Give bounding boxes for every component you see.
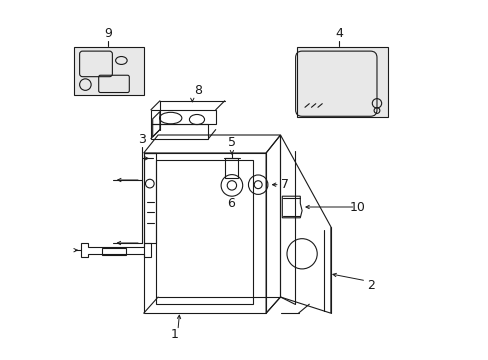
Bar xyxy=(102,248,125,255)
Text: 6: 6 xyxy=(226,197,234,210)
Text: 3: 3 xyxy=(138,133,145,146)
Text: 2: 2 xyxy=(367,279,375,292)
Text: 9: 9 xyxy=(104,27,112,40)
Text: 5: 5 xyxy=(227,136,235,149)
Text: 4: 4 xyxy=(334,27,342,40)
Text: 7: 7 xyxy=(280,178,288,191)
Text: 1: 1 xyxy=(170,328,178,341)
Bar xyxy=(296,47,387,117)
Text: 10: 10 xyxy=(348,201,365,213)
Text: 8: 8 xyxy=(194,84,202,97)
Bar xyxy=(73,47,143,95)
Bar xyxy=(225,158,238,178)
